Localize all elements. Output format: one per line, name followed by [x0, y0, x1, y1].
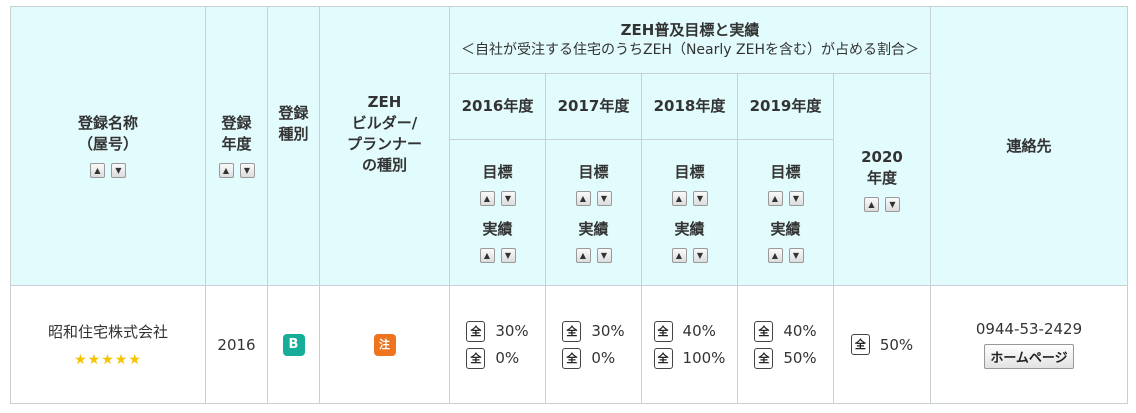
- zen-icon: 全: [562, 347, 582, 369]
- target-label: 目標: [674, 162, 705, 181]
- sort-desc-fy2019-target-button[interactable]: ▼: [788, 190, 804, 206]
- sort-desc-fy2017-target-button[interactable]: ▼: [596, 190, 612, 206]
- fy2018-target: 40%: [682, 322, 716, 340]
- header-name-line2: （屋号）: [77, 135, 138, 153]
- fy2017-actual: 0%: [591, 349, 616, 367]
- fy2016-target: 30%: [495, 322, 529, 340]
- sort-desc-fy2016-actual-button[interactable]: ▼: [500, 247, 516, 263]
- zen-icon: 全: [653, 347, 673, 369]
- contact-cell: 0944-53-2429 ホームページ: [930, 285, 1128, 404]
- zeh-builder-table: 登録名称 （屋号） ▲ ▼ 登録 年度 ▲ ▼: [10, 6, 1128, 404]
- header-fy2019-sub: 目標 ▲ ▼ 実績 ▲ ▼: [737, 139, 834, 286]
- fy2018-cell: 全 40% 全 100%: [641, 285, 738, 404]
- builder-type-cell: 注: [319, 285, 450, 404]
- header-fy2016: 2016年度: [449, 73, 546, 140]
- header-contact-label: 連絡先: [1006, 136, 1052, 155]
- header-zeh-goals: ZEH普及目標と実績 ＜自社が受注する住宅のうちZEH（Nearly ZEHを含…: [449, 6, 931, 74]
- actual-label: 実績: [770, 219, 801, 238]
- fy2017-cell: 全 30% 全 0%: [545, 285, 642, 404]
- reg-year-cell: 2016: [205, 285, 268, 404]
- header-fy2018-sub: 目標 ▲ ▼ 実績 ▲ ▼: [641, 139, 738, 286]
- fy2017-target: 30%: [591, 322, 625, 340]
- header-type-line2: 種別: [278, 125, 309, 143]
- sort-asc-fy2018-target-button[interactable]: ▲: [671, 190, 687, 206]
- reg-type-badge: B: [282, 333, 305, 356]
- sort-desc-fy2016-target-button[interactable]: ▼: [500, 190, 516, 206]
- header-zeh-subtitle: ＜自社が受注する住宅のうちZEH（Nearly ZEHを含む）が占める割合＞: [461, 42, 919, 58]
- target-label: 目標: [770, 162, 801, 181]
- header-fy2018: 2018年度: [641, 73, 738, 140]
- zen-icon: 全: [754, 347, 774, 369]
- header-fy2019: 2019年度: [737, 73, 834, 140]
- header-type-line1: 登録: [278, 104, 309, 122]
- sort-asc-fy2018-actual-button[interactable]: ▲: [671, 247, 687, 263]
- header-fy2016-sub: 目標 ▲ ▼ 実績 ▲ ▼: [449, 139, 546, 286]
- header-builder-line3: プランナー: [346, 135, 422, 153]
- sort-desc-year-button[interactable]: ▼: [239, 163, 255, 178]
- header-builder-line2: ビルダー/: [351, 114, 418, 132]
- fy2020-cell: 全 50%: [833, 285, 931, 404]
- header-builder-line1: ZEH: [367, 93, 402, 111]
- header-year-line1: 登録: [221, 114, 252, 132]
- sort-asc-fy2017-target-button[interactable]: ▲: [575, 190, 591, 206]
- company-name: 昭和住宅株式会社: [47, 323, 168, 341]
- table-row: 昭和住宅株式会社 ★★★★★ 2016 B 注 全 30% 全 0% 全 30%: [10, 285, 1128, 404]
- target-label: 目標: [482, 162, 513, 181]
- header-type: 登録 種別: [267, 6, 320, 286]
- fy2019-cell: 全 40% 全 50%: [737, 285, 834, 404]
- header-fy2017-sub: 目標 ▲ ▼ 実績 ▲ ▼: [545, 139, 642, 286]
- header-year-line2: 年度: [221, 135, 252, 153]
- company-cell: 昭和住宅株式会社 ★★★★★: [10, 285, 206, 404]
- phone-number: 0944-53-2429: [975, 320, 1083, 338]
- sort-asc-fy2016-actual-button[interactable]: ▲: [479, 247, 495, 263]
- builder-type-badge: 注: [373, 333, 396, 356]
- fy2016-actual: 0%: [495, 349, 520, 367]
- sort-asc-fy2016-target-button[interactable]: ▲: [479, 190, 495, 206]
- sort-asc-year-button[interactable]: ▲: [218, 163, 234, 178]
- header-year: 登録 年度 ▲ ▼: [205, 6, 268, 286]
- header-zeh-title: ZEH普及目標と実績: [620, 21, 760, 39]
- header-contact: 連絡先: [930, 6, 1128, 286]
- header-fy2020-line2: 年度: [866, 168, 897, 187]
- header-builder-type: ZEH ビルダー/ プランナー の種別: [319, 6, 450, 286]
- fy2020-value: 50%: [879, 335, 914, 354]
- reg-year: 2016: [217, 335, 256, 354]
- fy2016-cell: 全 30% 全 0%: [449, 285, 546, 404]
- rating-stars: ★★★★★: [74, 352, 142, 368]
- sort-asc-fy2020-button[interactable]: ▲: [864, 196, 879, 212]
- zen-icon: 全: [466, 347, 486, 369]
- sort-desc-name-button[interactable]: ▼: [111, 163, 126, 178]
- sort-asc-fy2019-target-button[interactable]: ▲: [767, 190, 783, 206]
- header-fy2020: 2020 年度 ▲ ▼: [833, 73, 931, 286]
- sort-desc-fy2020-button[interactable]: ▼: [885, 196, 900, 212]
- sort-desc-fy2019-actual-button[interactable]: ▼: [788, 247, 804, 263]
- homepage-button[interactable]: ホームページ: [984, 344, 1074, 369]
- actual-label: 実績: [674, 219, 705, 238]
- zen-icon: 全: [754, 320, 774, 342]
- actual-label: 実績: [578, 219, 609, 238]
- actual-label: 実績: [482, 219, 513, 238]
- target-label: 目標: [578, 162, 609, 181]
- header-name: 登録名称 （屋号） ▲ ▼: [10, 6, 206, 286]
- sort-asc-name-button[interactable]: ▲: [90, 163, 105, 178]
- zen-icon: 全: [562, 320, 582, 342]
- fy2019-target: 40%: [783, 322, 817, 340]
- sort-desc-fy2017-actual-button[interactable]: ▼: [596, 247, 612, 263]
- zen-icon: 全: [466, 320, 486, 342]
- header-fy2017: 2017年度: [545, 73, 642, 140]
- sort-asc-fy2019-actual-button[interactable]: ▲: [767, 247, 783, 263]
- fy2019-actual: 50%: [783, 349, 817, 367]
- sort-desc-fy2018-target-button[interactable]: ▼: [692, 190, 708, 206]
- reg-type-cell: B: [267, 285, 320, 404]
- header-builder-line4: の種別: [361, 156, 407, 174]
- sort-desc-fy2018-actual-button[interactable]: ▼: [692, 247, 708, 263]
- fy2018-actual: 100%: [682, 349, 726, 367]
- header-fy2020-line1: 2020: [861, 147, 903, 166]
- zen-icon: 全: [850, 334, 870, 355]
- header-name-line1: 登録名称: [77, 114, 138, 132]
- zen-icon: 全: [653, 320, 673, 342]
- sort-asc-fy2017-actual-button[interactable]: ▲: [575, 247, 591, 263]
